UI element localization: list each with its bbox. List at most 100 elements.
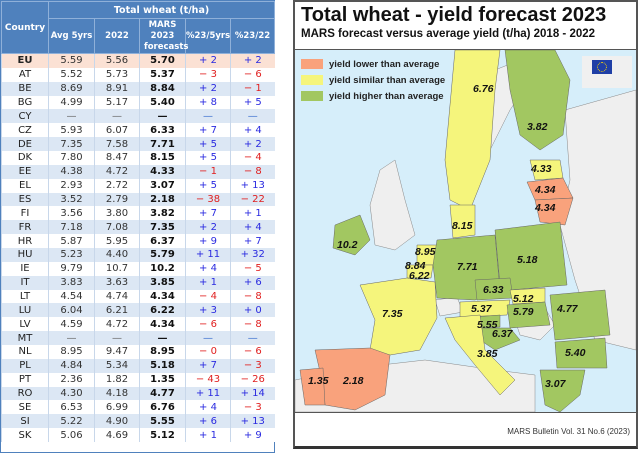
legend-label-higher: yield higher than average (329, 90, 444, 102)
cell-avg5: 7.80 (48, 151, 95, 165)
cell-country: NL (1, 345, 49, 359)
map-label-si: 5.55 (477, 319, 498, 331)
map-label-es: 2.18 (342, 375, 364, 387)
cell-pct-23-22: + 5 (229, 95, 275, 110)
header-2022: 2022 (94, 18, 140, 54)
map-footer: MARS Bulletin Vol. 31 No.6 (2023) (507, 427, 630, 436)
cell-pct-23-5yrs: − 1 (185, 164, 231, 179)
cell-avg5: 4.84 (48, 358, 95, 373)
cell-pct-23-22: + 4 (229, 123, 275, 138)
map-label-se: 6.76 (473, 83, 494, 95)
cell-2022: 9.47 (94, 345, 140, 359)
table-row: EU 5.59 5.56 5.70 + 2 + 2 (1, 53, 275, 68)
table-row: PL 4.84 5.34 5.18 + 7− 3 (1, 358, 275, 373)
region-denmark (449, 204, 476, 239)
cell-avg5: 8.69 (48, 81, 95, 96)
cell-pct-23-5yrs: — (185, 331, 231, 346)
region-austria (459, 299, 511, 318)
region-belgium (406, 264, 434, 279)
cell-pct-23-5yrs: + 5 (185, 137, 231, 152)
cell-country: AT (1, 67, 49, 82)
table-row: MT — — — — — (1, 331, 275, 346)
map-value-labels: 6.76 3.82 4.33 4.34 4.34 10.2 8.15 8.95 8.846.22… (308, 83, 586, 390)
cell-pct-23-5yrs: − 38 (185, 192, 231, 207)
cell-2022: 7.58 (94, 137, 140, 152)
cell-mars-2023: 10.2 (139, 261, 186, 276)
cell-2022: 3.63 (94, 275, 140, 290)
cell-pct-23-22: + 2 (229, 53, 275, 68)
legend-swatch-higher (301, 91, 323, 101)
cell-mars-2023: 5.18 (139, 358, 186, 373)
map-label-de: 7.71 (457, 261, 478, 273)
table-row: NL 8.95 9.47 8.95− 0− 6 (1, 345, 275, 359)
table-row: SE 6.53 6.99 6.76 + 4− 3 (1, 400, 275, 415)
region-sweden (444, 50, 501, 211)
header-pct-23-22: %23/22 (229, 18, 276, 54)
table-row: LV 4.59 4.72 4.34− 6− 8 (1, 317, 275, 332)
cell-pct-23-22: + 1 (229, 206, 275, 221)
legend-item-higher: yield higher than average (301, 88, 445, 104)
cell-pct-23-5yrs: + 4 (185, 261, 231, 276)
map-label-hu: 5.79 (513, 306, 534, 318)
cell-pct-23-5yrs: — (185, 109, 231, 124)
cell-2022: 4.69 (94, 428, 140, 443)
cell-avg5: 4.59 (48, 317, 95, 332)
map-label-at: 5.37 (471, 303, 493, 315)
cell-mars-2023: 8.95 (139, 345, 186, 359)
cell-2022: 4.74 (94, 289, 140, 304)
cell-country: LT (1, 289, 49, 304)
cell-country: SK (1, 428, 49, 443)
cell-pct-23-5yrs: + 2 (185, 53, 231, 68)
table-row: SI 5.22 4.90 5.55 + 6 + 13 (1, 414, 275, 429)
cell-avg5: 4.54 (48, 289, 95, 304)
cell-avg5: 5.23 (48, 248, 95, 262)
table-row: EL 2.93 2.72 3.07 + 5 + 13 (1, 178, 275, 193)
map-subtitle: MARS forecast versus average yield (t/ha… (301, 28, 596, 40)
cell-2022: 5.56 (94, 53, 140, 68)
cell-country: PT (1, 372, 49, 387)
table-row: FI 3.56 3.80 3.82 + 7 + 1 (1, 206, 275, 221)
cell-avg5: 8.95 (48, 345, 95, 359)
cell-pct-23-22: — (229, 109, 275, 124)
cell-avg5: — (48, 109, 95, 124)
legend-swatch-lower (301, 59, 323, 69)
cell-mars-2023: 5.40 (139, 95, 186, 110)
region-italy (444, 314, 516, 396)
cell-pct-23-5yrs: + 11 (185, 248, 231, 262)
cell-2022: 5.17 (94, 95, 140, 110)
cell-country: IT (1, 275, 49, 290)
region-lithuania (534, 197, 574, 226)
cell-avg5: 5.06 (48, 428, 95, 443)
cell-2022: 2.79 (94, 192, 140, 207)
cell-2022: 6.07 (94, 123, 140, 138)
legend-item-similar: yield similar than average (301, 72, 445, 88)
cell-country: MT (1, 331, 49, 346)
table-row: IT 3.83 3.63 3.85 + 1 + 6 (1, 275, 275, 290)
cell-pct-23-5yrs: − 3 (185, 67, 231, 82)
cell-2022: 4.40 (94, 248, 140, 262)
map-label-dk: 8.15 (452, 220, 473, 232)
map-label-it: 3.85 (477, 348, 498, 360)
table-body: EU 5.59 5.56 5.70 + 2 + 2 AT 5.52 5.73 5.37− 3− 6… (1, 53, 275, 443)
cell-avg5: 5.59 (48, 53, 95, 68)
legend-label-lower: yield lower than average (329, 58, 440, 70)
cell-pct-23-22: − 4 (229, 151, 275, 165)
region-finland (504, 50, 571, 151)
cell-country: ES (1, 192, 49, 207)
map-label-nl: 8.95 (415, 246, 436, 258)
cell-mars-2023: 4.34 (139, 289, 186, 304)
cell-avg5: 5.22 (48, 414, 95, 429)
cell-mars-2023: 7.35 (139, 220, 186, 235)
cell-pct-23-5yrs: + 9 (185, 234, 231, 249)
cell-pct-23-5yrs: − 43 (185, 372, 231, 387)
cell-mars-2023: 4.33 (139, 164, 186, 179)
cell-pct-23-22: − 6 (229, 67, 275, 82)
cell-2022: 8.91 (94, 81, 140, 96)
cell-2022: 7.08 (94, 220, 140, 235)
cell-pct-23-22: − 22 (229, 192, 275, 207)
map-label-bg: 5.40 (565, 347, 586, 359)
cell-2022: 5.34 (94, 358, 140, 373)
cell-avg5: 3.52 (48, 192, 95, 207)
cell-pct-23-22: − 5 (229, 261, 275, 276)
cell-country: SE (1, 400, 49, 415)
